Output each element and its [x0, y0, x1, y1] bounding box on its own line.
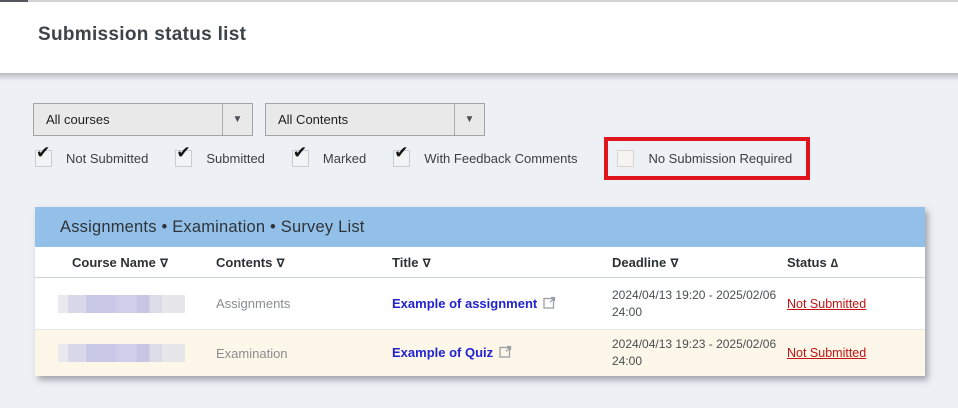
checkbox-label: Marked [322, 150, 367, 166]
checkbox-input-no-submission-required[interactable] [617, 149, 635, 167]
sort-asc-icon: ∆ [830, 255, 839, 270]
viewport-top-edge [0, 0, 958, 3]
column-header-course-name[interactable]: Course Name ∇ [72, 254, 169, 270]
checkbox-label: With Feedback Comments [424, 150, 578, 166]
sort-desc-icon: ∇ [422, 255, 431, 270]
filter-bar: All courses ▼ All Contents ▼ [33, 103, 485, 136]
chevron-down-icon: ▼ [222, 104, 252, 135]
sort-desc-icon: ∇ [670, 255, 679, 270]
status-filter-checkboxes: ✔ Not Submitted ✔ Submitted ✔ Marked ✔ W… [35, 136, 945, 180]
contents-cell: Examination [216, 345, 288, 361]
checkbox-no-submission-required-highlight: No Submission Required [604, 136, 811, 180]
sort-desc-icon: ∇ [159, 255, 169, 270]
column-header-title[interactable]: Title ∇ [392, 254, 431, 270]
checkmark-icon: ✔ [36, 142, 51, 162]
contents-cell: Assignments [216, 296, 291, 311]
column-header-status[interactable]: Status ∆ [787, 254, 839, 270]
status-link[interactable]: Not Submitted [787, 296, 867, 311]
checkbox-label: Submitted [206, 150, 265, 166]
course-name-cell [35, 344, 216, 362]
checkbox-label: Not Submitted [66, 150, 149, 166]
table-row: Examination Example of Quiz 2024/04/13 1… [35, 330, 925, 376]
table-caption: Assignments • Examination • Survey List [35, 207, 925, 247]
course-select[interactable]: All courses ▼ [33, 103, 253, 136]
redacted-course-name [58, 294, 185, 313]
course-select-value: All courses [46, 112, 110, 127]
submission-table: Assignments • Examination • Survey List … [35, 207, 925, 376]
status-link[interactable]: Not Submitted [787, 346, 867, 360]
checkbox-input-marked[interactable]: ✔ [291, 144, 309, 167]
quiz-link[interactable]: Example of Quiz [392, 345, 494, 360]
table-header-row: Course Name ∇ Contents ∇ Title ∇ Deadline ∇ … [35, 247, 925, 278]
checkbox-submitted: ✔ Submitted [175, 144, 265, 167]
redacted-course-name [58, 344, 185, 362]
assignment-link[interactable]: Example of assignment [392, 295, 538, 311]
external-link-icon [543, 296, 556, 312]
top-edge-dark-segment [0, 0, 28, 3]
contents-select[interactable]: All Contents ▼ [265, 103, 485, 136]
course-name-cell [35, 294, 216, 313]
checkmark-icon: ✔ [394, 142, 409, 162]
deadline-cell: 2024/04/13 19:20 - 2025/02/06 24:00 [612, 287, 777, 319]
contents-select-value: All Contents [278, 112, 349, 127]
checkbox-input-with-feedback-comments[interactable]: ✔ [393, 144, 411, 167]
status-cell: Not Submitted [787, 346, 925, 360]
checkbox-with-feedback-comments: ✔ With Feedback Comments [393, 144, 578, 167]
page-title: Submission status list [38, 24, 247, 45]
title-cell: Example of Quiz [392, 345, 612, 361]
checkmark-icon: ✔ [176, 142, 191, 162]
checkbox-input-submitted[interactable]: ✔ [175, 144, 193, 167]
checkbox-input-not-submitted[interactable]: ✔ [35, 144, 52, 167]
checkbox-not-submitted: ✔ Not Submitted [35, 144, 149, 167]
deadline-cell: 2024/04/13 19:23 - 2025/02/06 24:00 [612, 337, 777, 368]
title-cell: Example of assignment [392, 296, 612, 312]
checkbox-marked: ✔ Marked [291, 144, 367, 167]
checkmark-icon: ✔ [292, 142, 308, 162]
status-cell: Not Submitted [787, 297, 925, 311]
checkbox-label: No Submission Required [648, 150, 793, 166]
sort-desc-icon: ∇ [276, 255, 285, 270]
chevron-down-icon: ▼ [454, 104, 484, 135]
table-row: Assignments Example of assignment 2024/0… [35, 278, 925, 330]
column-header-deadline[interactable]: Deadline ∇ [612, 254, 679, 270]
page-header: Submission status list [0, 2, 958, 81]
external-link-icon [499, 345, 512, 361]
column-header-contents[interactable]: Contents ∇ [216, 254, 285, 270]
